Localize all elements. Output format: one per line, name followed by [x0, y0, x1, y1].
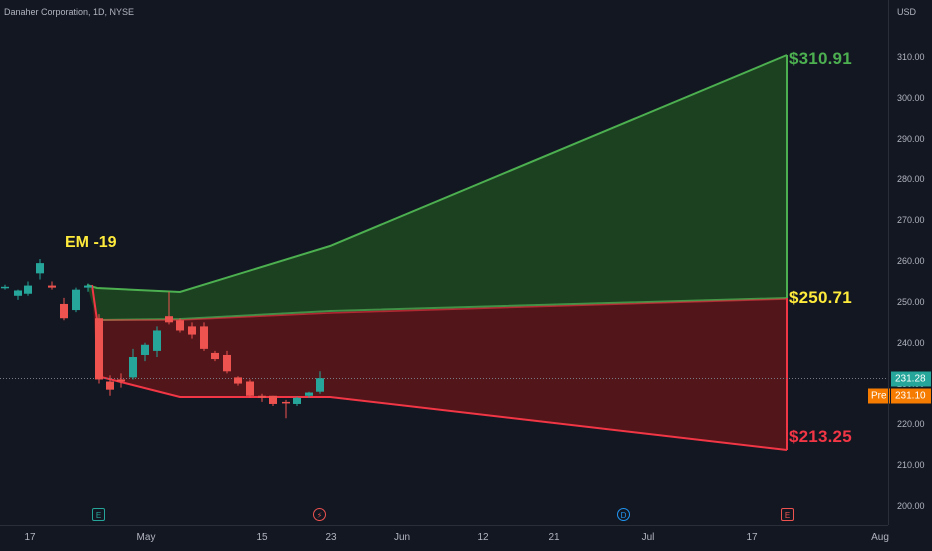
symbol-title: Danaher Corporation, 1D, NYSE — [4, 7, 135, 17]
price-tick: 250.00 — [897, 296, 925, 307]
candle-body — [200, 326, 208, 349]
candle — [129, 348, 137, 380]
candle-body — [223, 354, 231, 372]
candle — [176, 318, 184, 333]
candle-body — [84, 285, 92, 288]
candle — [165, 291, 173, 325]
candle — [223, 350, 231, 374]
candle-body — [129, 357, 137, 378]
candle — [269, 395, 277, 406]
candle-body — [269, 395, 277, 404]
upside-zone — [87, 55, 787, 320]
date-tick: Jul — [641, 532, 655, 543]
candle-body — [153, 330, 161, 351]
candle-body — [305, 392, 313, 396]
price-tick: 310.00 — [897, 52, 925, 62]
candle — [153, 326, 161, 358]
candle-body — [293, 397, 301, 404]
candle-body — [282, 401, 290, 404]
candle-body — [316, 378, 324, 392]
candle — [106, 375, 114, 396]
lower-bound-line — [91, 284, 788, 451]
candle — [117, 373, 125, 388]
candle — [84, 283, 92, 292]
candle — [1, 284, 9, 290]
candle-body — [165, 316, 173, 323]
mid-level-label: $250.71 — [789, 288, 852, 307]
price-tick: 240.00 — [897, 337, 925, 348]
premarket-badge: Pre — [868, 388, 890, 404]
chart-pane[interactable]: Danaher Corporation, 1D, NYSE EM -19 $31… — [0, 0, 890, 525]
candle-body — [1, 286, 9, 289]
candle — [282, 399, 290, 419]
candle — [36, 259, 44, 280]
split-icon[interactable]: ⚡ — [313, 508, 326, 521]
date-tick: 12 — [477, 532, 489, 543]
date-tick: Aug — [871, 532, 889, 543]
currency-unit: USD — [897, 7, 917, 17]
candle-body — [176, 320, 184, 331]
time-axis[interactable]: 17 May 15 23 Jun 12 21 Jul 17 Aug — [0, 525, 889, 551]
candle-body — [36, 263, 44, 274]
date-tick: 23 — [325, 532, 337, 543]
candle — [316, 371, 324, 394]
price-tick: 220.00 — [897, 419, 925, 430]
dividend-icon[interactable]: D — [617, 508, 630, 521]
candle — [211, 350, 219, 362]
lower-level-label: $213.25 — [789, 427, 852, 446]
date-tick: 15 — [256, 532, 268, 543]
candle — [141, 342, 149, 362]
candle — [24, 281, 32, 296]
date-tick: May — [136, 532, 156, 543]
earnings-icon[interactable]: E — [92, 508, 105, 521]
candle — [305, 391, 313, 398]
candle — [48, 281, 56, 290]
date-tick: 17 — [24, 532, 36, 543]
candle — [188, 322, 196, 339]
price-tick: 200.00 — [897, 500, 925, 511]
candle-body — [14, 290, 22, 296]
candle-body — [234, 377, 242, 384]
chart-canvas[interactable] — [0, 0, 888, 525]
price-tick: 270.00 — [897, 215, 925, 226]
price-tick: 260.00 — [897, 256, 925, 267]
candle-body — [60, 303, 68, 319]
premarket-price-tag: 231.10 — [891, 388, 931, 404]
price-tick: 300.00 — [897, 92, 925, 103]
candle — [234, 376, 242, 386]
candle-body — [95, 318, 103, 380]
candle — [246, 379, 254, 398]
candle — [14, 289, 22, 300]
candle-body — [188, 326, 196, 335]
price-tick: 210.00 — [897, 460, 925, 471]
candle-body — [117, 379, 125, 382]
candle-body — [48, 285, 56, 288]
candle-body — [211, 352, 219, 360]
candle — [200, 322, 208, 351]
date-tick: Jun — [393, 532, 411, 543]
expected-move-label: EM -19 — [65, 234, 117, 251]
upper-bound-line — [86, 54, 788, 294]
candle-body — [141, 344, 149, 355]
upcoming-earnings-icon[interactable]: E — [781, 508, 794, 521]
mid-bound-red-line — [97, 298, 788, 321]
candle-body — [246, 381, 254, 396]
upper-level-label: $310.91 — [789, 49, 852, 68]
candle — [258, 393, 266, 402]
candle — [72, 287, 80, 313]
price-tick: 290.00 — [897, 133, 925, 144]
price-tick: 280.00 — [897, 174, 925, 185]
price-axis[interactable]: USD 310.00 300.00 290.00 280.00 270.00 260.00… — [888, 0, 932, 525]
candle — [60, 297, 68, 321]
candle-body — [24, 285, 32, 294]
candle-body — [106, 381, 114, 390]
date-tick: 21 — [548, 532, 560, 543]
candle-body — [72, 289, 80, 311]
candle — [95, 314, 103, 384]
date-tick: 17 — [746, 532, 758, 543]
downside-zone — [92, 285, 787, 450]
candle-body — [258, 395, 266, 398]
candle — [293, 396, 301, 406]
last-price-tag: 231.28 — [891, 371, 931, 386]
